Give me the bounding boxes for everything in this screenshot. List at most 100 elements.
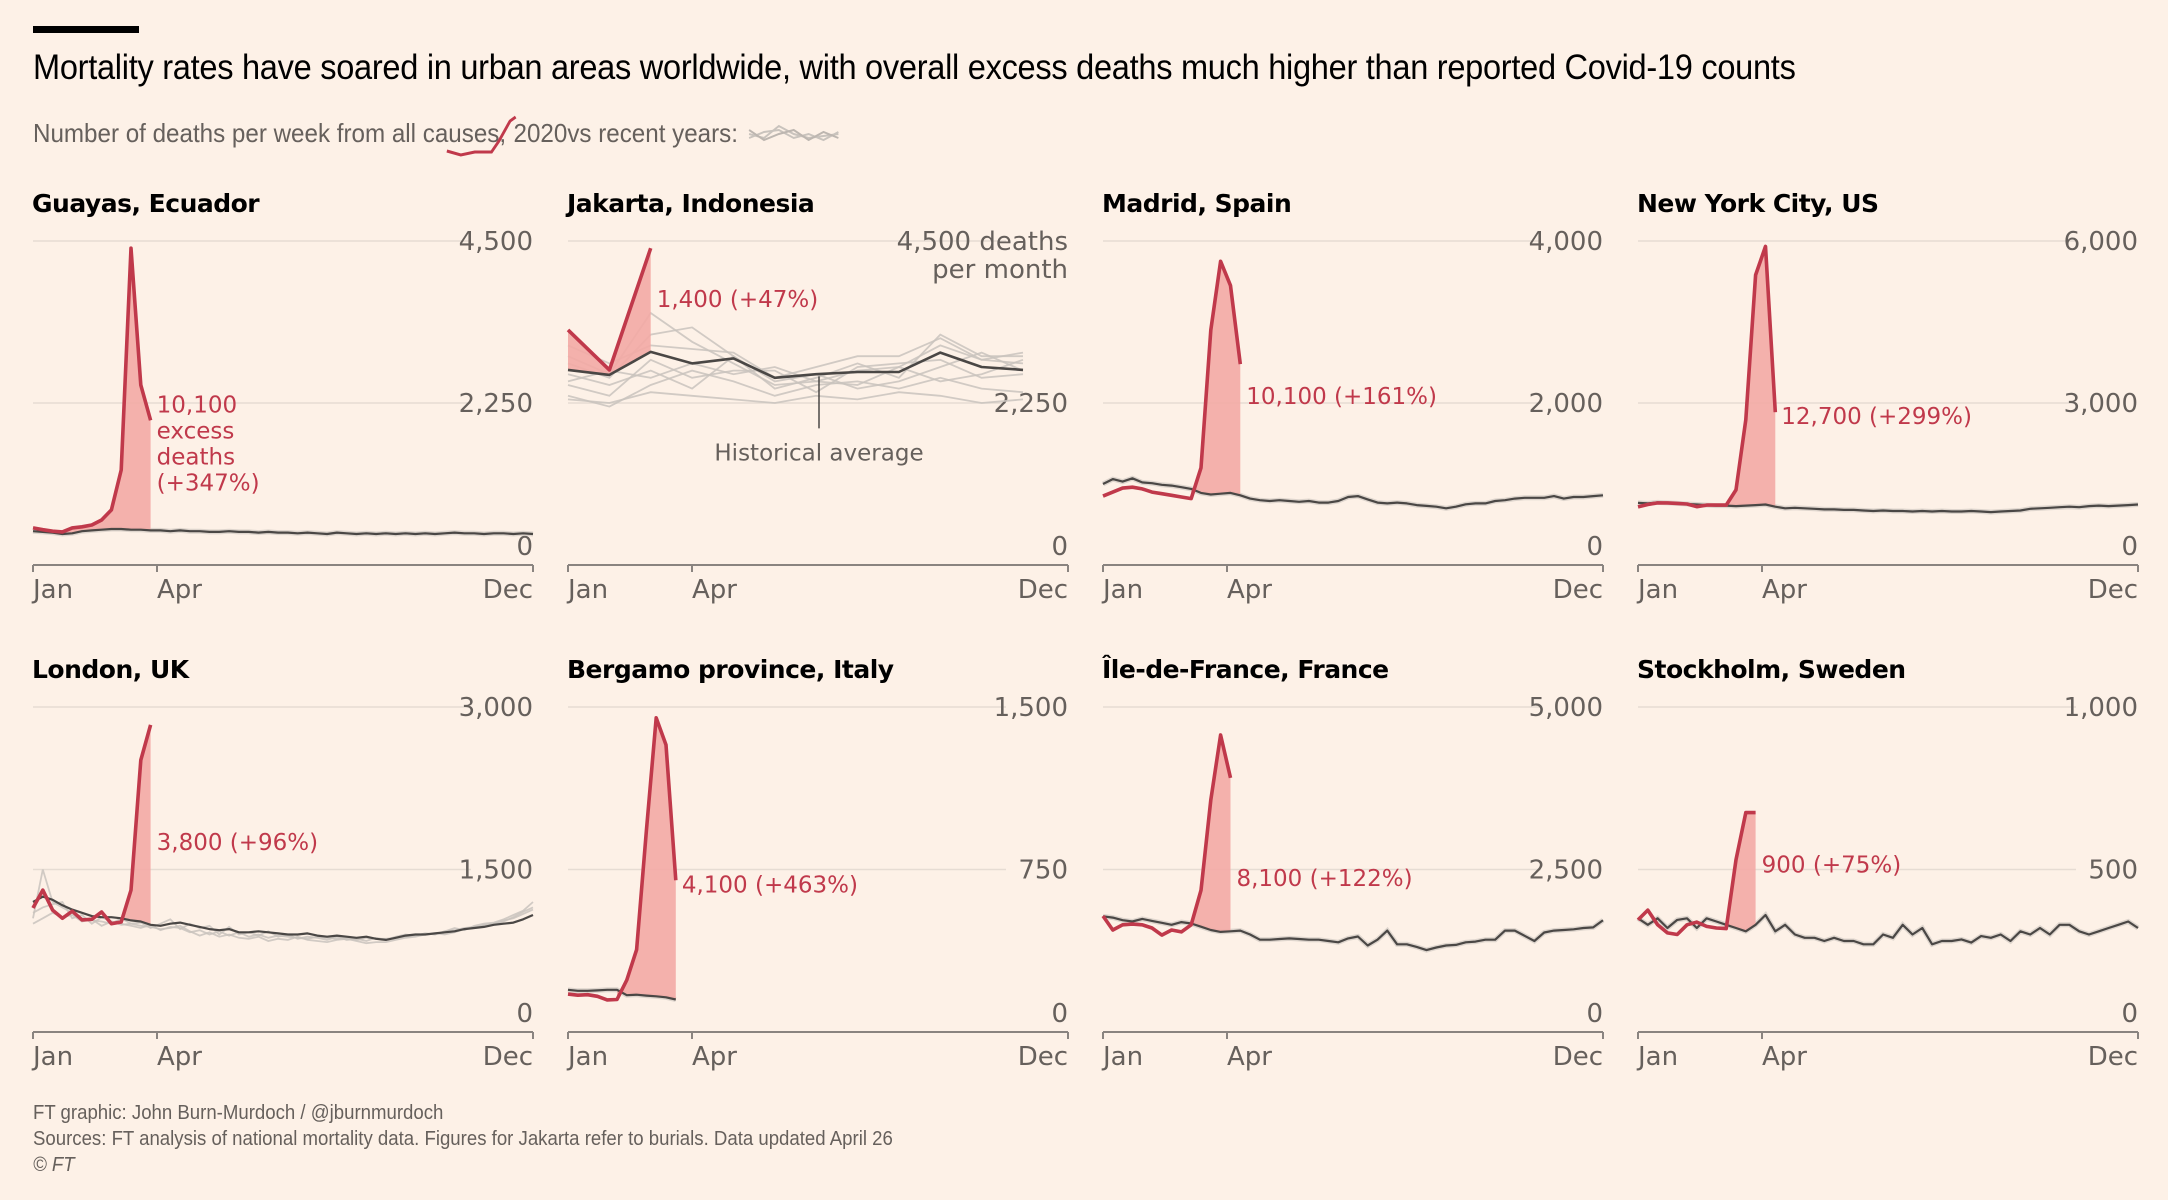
historical-average-line [1102, 915, 1604, 952]
excess-deaths-area [1191, 735, 1231, 932]
x-tick-label: Jan [1636, 575, 1678, 605]
chart-panel: London, UK 0 1,500 3,000 Jan Apr Dec 3,800 (+96… [31, 655, 534, 1072]
chart-panel: New York City, US 0 3,000 6,000 Jan Apr Dec 12,… [1636, 189, 2139, 605]
x-tick-label: Dec [1553, 1042, 1603, 1072]
x-tick-label: Apr [1762, 1042, 1807, 1072]
excess-deaths-area [1726, 812, 1756, 932]
excess-deaths-annotation: 10,100 (+161%) [1246, 384, 1437, 410]
legend-2020-label: 2020 [513, 117, 568, 148]
panel-title: Bergamo province, Italy [567, 655, 894, 684]
x-tick-label: Jan [566, 1042, 608, 1072]
excess-deaths-area [1726, 246, 1776, 507]
footer-credit: FT graphic: John Burn-Murdoch / @jburnmu… [33, 1102, 444, 1124]
ft-brand-bar [33, 26, 139, 33]
excess-deaths-area [617, 717, 676, 1000]
x-tick-label: Dec [483, 1042, 533, 1072]
chart-panel: Bergamo province, Italy 0 750 1,500 Jan Apr De… [566, 655, 1069, 1072]
y-tick-label: 0 [1586, 999, 1603, 1029]
y-tick-label: 6,000 [2064, 227, 2138, 257]
y-tick-label: 0 [1051, 999, 1068, 1029]
panel-title: Stockholm, Sweden [1637, 655, 1906, 684]
panel-title: Madrid, Spain [1102, 189, 1291, 218]
line-2020 [1637, 244, 1778, 509]
excess-deaths-annotation: 10,100 [157, 392, 237, 418]
chart-title: Mortality rates have soared in urban are… [33, 48, 1796, 87]
y-tick-label: 500 [2088, 856, 2138, 886]
line-2020 [1102, 259, 1243, 501]
y-tick-label: 2,250 [459, 389, 533, 419]
subtitle-prefix: Number of deaths per week from all cause… [33, 117, 507, 148]
historical-average-line [32, 527, 534, 536]
chart-subtitle: Number of deaths per week from all cause… [33, 115, 840, 157]
red-line-sparkline-icon [446, 115, 517, 157]
x-tick-label: Dec [1553, 575, 1603, 605]
historical-average-label: Historical average [714, 440, 923, 466]
recent-year-line [567, 358, 1024, 386]
grey-lines-sparkline-icon [748, 124, 839, 142]
panel-title: Guayas, Ecuador [32, 189, 260, 218]
x-tick-label: Jan [566, 575, 608, 605]
chart-panel: Jakarta, Indonesia 0 2,250 4,500 deathsper … [565, 189, 1069, 605]
footer-sources: Sources: FT analysis of national mortali… [33, 1128, 893, 1150]
excess-deaths-annotation: 1,400 (+47%) [657, 287, 819, 313]
recent-years-band [1102, 913, 1605, 953]
historical-average-line [567, 350, 1024, 380]
y-tick-label: 1,000 [2064, 693, 2138, 723]
x-tick-label: Dec [1018, 1042, 1068, 1072]
y-tick-label: 4,500 [459, 227, 533, 257]
x-tick-label: Apr [1762, 575, 1807, 605]
x-tick-label: Apr [1227, 1042, 1272, 1072]
x-tick-label: Dec [2088, 1042, 2138, 1072]
panel-title: London, UK [32, 655, 191, 684]
excess-deaths-annotation: 3,800 (+96%) [157, 830, 319, 856]
excess-deaths-annotation: (+347%) [157, 470, 260, 496]
x-tick-label: Apr [157, 575, 202, 605]
y-tick-label: 2,250 [994, 389, 1068, 419]
x-tick-label: Apr [692, 1042, 737, 1072]
historical-average-line [1102, 477, 1604, 510]
x-tick-label: Apr [157, 1042, 202, 1072]
y-tick-label: 2,000 [1529, 389, 1603, 419]
chart-panel: Stockholm, Sweden 0 500 1,000 Jan Apr Dec 900 (… [1636, 655, 2140, 1072]
y-tick-label: 4,500 deaths [897, 227, 1068, 257]
excess-deaths-annotation: excess [157, 418, 235, 444]
line-2020 [1636, 810, 1756, 937]
y-tick-label: 0 [2121, 999, 2138, 1029]
chart-panel: Guayas, Ecuador 0 2,250 4,500 Jan Apr Dec 10,10… [31, 189, 534, 605]
excess-deaths-annotation: deaths [157, 444, 235, 470]
y-tick-label: 1,500 [994, 693, 1068, 723]
x-tick-label: Jan [31, 1042, 73, 1072]
y-tick-label: 0 [516, 532, 533, 562]
x-tick-label: Dec [483, 575, 533, 605]
y-tick-label: 0 [2121, 532, 2138, 562]
historical-average-line [32, 895, 534, 942]
y-tick-label: 750 [1018, 856, 1068, 886]
chart-panel: Île-de-France, France 0 2,500 5,000 Jan Apr De… [1101, 655, 1605, 1072]
y-tick-label: 0 [516, 999, 533, 1029]
y-unit-note: per month [932, 255, 1068, 285]
x-tick-label: Dec [2088, 575, 2138, 605]
x-tick-label: Dec [1018, 575, 1068, 605]
y-tick-label: 1,500 [459, 856, 533, 886]
recent-year-line [32, 869, 534, 945]
line-2020 [32, 246, 153, 534]
excess-deaths-area [62, 248, 151, 534]
y-tick-label: 3,000 [459, 693, 533, 723]
recent-years-band [1101, 475, 1604, 511]
recent-year-line [567, 351, 1024, 390]
excess-deaths-annotation: 4,100 (+463%) [682, 872, 858, 898]
recent-year-line [567, 391, 1024, 404]
footer-copyright: © FT [33, 1154, 75, 1176]
y-tick-label: 4,000 [1529, 227, 1603, 257]
y-tick-label: 5,000 [1529, 693, 1603, 723]
legend-2020: 2020 [514, 118, 568, 149]
panel-title: New York City, US [1637, 189, 1879, 218]
subtitle-suffix: vs recent years: [567, 117, 738, 148]
y-tick-label: 2,500 [1529, 856, 1603, 886]
excess-deaths-area [121, 724, 151, 925]
line-2020 [566, 247, 653, 372]
recent-year-line [32, 908, 534, 941]
x-tick-label: Jan [1636, 1042, 1678, 1072]
x-tick-label: Apr [1227, 575, 1272, 605]
